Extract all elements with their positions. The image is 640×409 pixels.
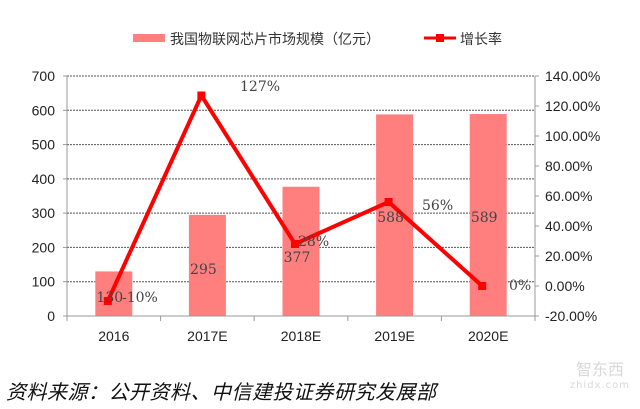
x-axis-label: 2020E xyxy=(468,328,508,344)
right-axis-tick-label: 40.00% xyxy=(545,218,592,234)
bar xyxy=(95,271,133,316)
growth-marker xyxy=(291,240,299,248)
right-axis-tick-label: 60.00% xyxy=(545,188,592,204)
bar-value-label: 588 xyxy=(377,210,404,226)
bar xyxy=(282,186,320,316)
axes: 0 100 200 300 400 500 600 700 -20.00% 0.00% 20.00%… xyxy=(32,68,601,344)
right-axis-tick-label: 80.00% xyxy=(545,158,592,174)
right-axis-tick-label: 120.00% xyxy=(545,98,600,114)
growth-value-label: 127% xyxy=(240,79,280,95)
legend-bar-swatch xyxy=(133,34,165,42)
growth-marker xyxy=(197,91,206,100)
x-axis-label: 2018E xyxy=(281,328,321,344)
x-axis-label: 2017E xyxy=(187,328,227,344)
x-axis-label: 2016 xyxy=(98,328,129,344)
growth-value-label: 0% xyxy=(509,278,531,294)
left-axis-tick-label: 200 xyxy=(32,239,56,255)
data-labels: 130 295 377 588 589 -10% 127% 28% 56% 0% xyxy=(96,79,531,306)
right-axis-tick-label: -20.00% xyxy=(545,308,597,324)
legend-line-marker xyxy=(436,34,444,42)
growth-marker xyxy=(478,282,487,290)
legend-line-label: 增长率 xyxy=(460,31,502,48)
watermark: 智东西 zhidx.com xyxy=(570,362,630,394)
x-axis-label: 2019E xyxy=(374,328,414,344)
bar-value-label: 589 xyxy=(471,210,498,226)
bar-value-label: 377 xyxy=(284,250,311,266)
bar-series xyxy=(95,114,507,317)
growth-value-label: 28% xyxy=(298,234,329,250)
growth-value-label: 56% xyxy=(422,198,453,214)
left-axis-tick-label: 700 xyxy=(32,68,56,84)
left-axis-tick-label: 300 xyxy=(32,205,56,221)
source-note: 资料来源：公开资料、中信建投证券研究发展部 xyxy=(6,380,437,404)
left-axis-tick-label: 600 xyxy=(32,102,56,118)
legend-bar-label: 我国物联网芯片市场规模（亿元） xyxy=(170,31,380,48)
watermark-url: zhidx.com xyxy=(569,380,630,391)
left-axis-tick-label: 400 xyxy=(32,171,56,187)
bar-value-label: 130 xyxy=(96,290,123,306)
right-axis-tick-label: 0.00% xyxy=(545,278,585,294)
combo-chart: 我国物联网芯片市场规模（亿元） 增长率 0 100 200 300 400 500 600 7… xyxy=(32,31,601,344)
right-axis-tick-label: 20.00% xyxy=(545,248,592,264)
left-axis-tick-label: 100 xyxy=(32,274,56,290)
bar-value-label: 295 xyxy=(190,262,217,278)
right-axis-tick-label: 140.00% xyxy=(545,68,600,84)
growth-marker xyxy=(384,198,393,206)
line-series xyxy=(103,91,487,305)
watermark-logo: 智东西 xyxy=(575,360,624,379)
bar xyxy=(376,114,414,317)
bar xyxy=(188,214,226,316)
legend: 我国物联网芯片市场规模（亿元） 增长率 xyxy=(133,31,502,48)
right-axis-tick-label: 100.00% xyxy=(545,128,600,144)
growth-value-label: -10% xyxy=(122,290,158,306)
left-axis-tick-label: 0 xyxy=(47,308,55,324)
left-axis-tick-label: 500 xyxy=(32,137,56,153)
growth-marker xyxy=(103,297,112,305)
